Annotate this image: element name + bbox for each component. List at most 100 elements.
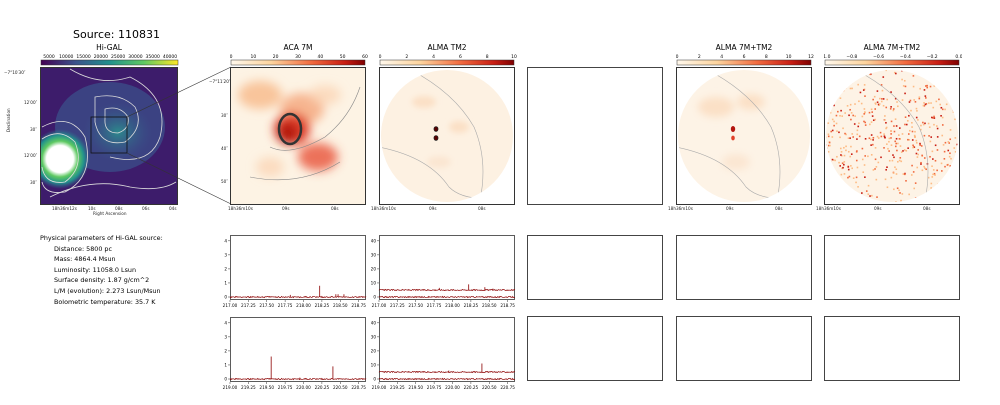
spectrum-ytick: 20 [371, 266, 376, 271]
higal-xtick-1: 10s [88, 206, 96, 211]
spectrum-xtick: 218.00 [296, 303, 311, 308]
spectrum-xtick: 220.25 [464, 385, 479, 390]
combo-xtick-2: 08s [775, 206, 783, 211]
higal-image [40, 67, 178, 205]
spectrum-baseline [229, 377, 367, 381]
spectrum-xtick: 218.50 [333, 303, 348, 308]
param-luminosity: Luminosity: 11058.0 Lsun [54, 265, 137, 274]
colorbar-tick-combo: 6 [743, 54, 746, 60]
combo2-xtick-1: 09s [874, 206, 882, 211]
param-lm: L/M (evolution): 2.273 Lsun/Msun [54, 286, 161, 295]
spectrum-xtick: 217.75 [278, 303, 293, 308]
spectrum-xtick: 217.50 [408, 303, 423, 308]
aca-xtick-2: 08s [331, 206, 339, 211]
aca-xtick-1: 09s [282, 206, 290, 211]
higal-ytick-0: −7°10′30″ [4, 70, 26, 75]
colorbar-tick-alma: 4 [432, 54, 435, 60]
spectrum-baseline [229, 295, 367, 299]
colorbar-tick-combo2: −0.6 [873, 54, 884, 60]
param-mass: Mass: 4864.4 Msun [54, 255, 116, 264]
spectrum-frame [379, 235, 515, 300]
spectrum-ytick: 30 [371, 252, 376, 257]
combo2-xtick-0: 18h36m10s [816, 206, 841, 211]
alma-xtick-1: 09s [429, 206, 437, 211]
higal-xtick-2: 08s [115, 206, 123, 211]
spectrum-ytick: 4 [224, 238, 227, 243]
combo2-xtick-2: 08s [923, 206, 931, 211]
colorbar-tick-alma: 0 [379, 54, 382, 60]
colorbar-tick-combo: 0 [676, 54, 679, 60]
aca-image [230, 67, 366, 205]
spectrum-xtick: 220.75 [351, 385, 366, 390]
spectrum-baseline [378, 370, 516, 374]
colorbar-combo2: −1.0 −0.8 −0.6 −0.4 −0.2 0.0 [824, 54, 962, 66]
colorbar-tick-aca: 40 [317, 54, 323, 60]
colorbar-tick-higal: 35000 [146, 54, 160, 60]
colorbar-tick-combo2: −0.2 [927, 54, 938, 60]
colorbar-tick-combo: 12 [808, 54, 814, 60]
colorbar-higal: 5000 10000 15000 20000 25000 30000 35000 40000 [40, 54, 179, 66]
spectrum-xtick: 218.50 [482, 303, 497, 308]
spectrum-ytick: 0 [373, 377, 376, 382]
colorbar-tick-aca: 30 [295, 54, 301, 60]
spectrum-baseline [378, 295, 516, 299]
spectrum-ytick: 2 [224, 266, 227, 271]
higal-ylabel: Declination [6, 108, 11, 132]
spectrum-xtick: 217.50 [259, 303, 274, 308]
spectrum-ytick: 3 [224, 252, 227, 257]
spectrum-xtick: 219.00 [372, 385, 387, 390]
spectrum-xtick: 218.25 [464, 303, 479, 308]
aca-ytick-2: 40″ [221, 146, 228, 151]
colorbar-alma: 0 2 4 6 8 10 [379, 54, 517, 66]
empty-panel-r1c5 [676, 235, 812, 300]
colorbar-tick-combo2: −0.8 [846, 54, 857, 60]
aca-ytick-0: −7°11′20″ [209, 79, 231, 84]
colorbar-tick-combo: 8 [765, 54, 768, 60]
alma-image [379, 67, 515, 205]
spectrum-xtick: 217.00 [223, 303, 238, 308]
spectrum-xtick: 220.00 [445, 385, 460, 390]
panel-title-higal: Hi-GAL [96, 43, 122, 52]
spectrum-ytick: 0 [224, 295, 227, 300]
colorbar-tick-higal: 20000 [94, 54, 108, 60]
empty-panel-r2c5 [676, 316, 812, 381]
higal-xtick-0: 18h36m12s [52, 206, 77, 211]
params-block: Physical parameters of Hi-GAL source: Di… [40, 233, 163, 307]
spectrum-baseline [378, 377, 516, 381]
colorbar-tick-combo: 4 [720, 54, 723, 60]
spectrum-ytick: 1 [224, 280, 227, 285]
spectrum-xtick: 218.25 [315, 303, 330, 308]
colorbar-tick-aca: 10 [250, 54, 256, 60]
combo-image [676, 67, 812, 205]
spectrum-ytick: 1 [224, 362, 227, 367]
combo-xtick-1: 09s [726, 206, 734, 211]
spectrum-xtick: 220.75 [500, 385, 515, 390]
spectrum-row1-aca: 0 1 2 3 4 217.00 217.25 217.50 217.75 218.00 218.2… [223, 235, 367, 308]
alma-xtick-2: 08s [478, 206, 486, 211]
spectrum-xtick: 219.50 [408, 385, 423, 390]
spectrum-frame [379, 317, 515, 382]
spectrum-xtick: 219.75 [278, 385, 293, 390]
spectrum-xtick: 220.25 [315, 385, 330, 390]
spectrum-xtick: 219.75 [427, 385, 442, 390]
higal-ytick-4: 30″ [30, 180, 37, 185]
param-tbol: Bolometric temperature: 35.7 K [54, 297, 156, 306]
colorbar-tick-combo2: −0.4 [900, 54, 911, 60]
spectrum-xtick: 218.00 [445, 303, 460, 308]
panel-title-aca: ACA 7M [283, 43, 313, 52]
spectrum-xtick: 217.25 [390, 303, 405, 308]
spectrum-xtick: 218.75 [500, 303, 515, 308]
spectrum-xtick: 217.00 [372, 303, 387, 308]
panel-title-combo: ALMA 7M+TM2 [715, 43, 773, 52]
higal-xtick-3: 06s [142, 206, 150, 211]
spectrum-xtick: 219.25 [241, 385, 256, 390]
colorbar-tick-aca: 50 [340, 54, 346, 60]
spectrum-ytick: 10 [371, 280, 376, 285]
spectrum-ytick: 40 [371, 320, 376, 325]
spectrum-row2-alma: 0 10 20 30 40 219.00 219.25 219.50 219.75 220.00 2… [371, 317, 516, 390]
empty-panel-r2c4 [527, 316, 663, 381]
colorbar-tick-alma: 10 [511, 54, 517, 60]
colorbar-tick-higal: 15000 [76, 54, 90, 60]
combo2-image [824, 67, 960, 205]
source-title: Source: 110831 [73, 28, 160, 41]
